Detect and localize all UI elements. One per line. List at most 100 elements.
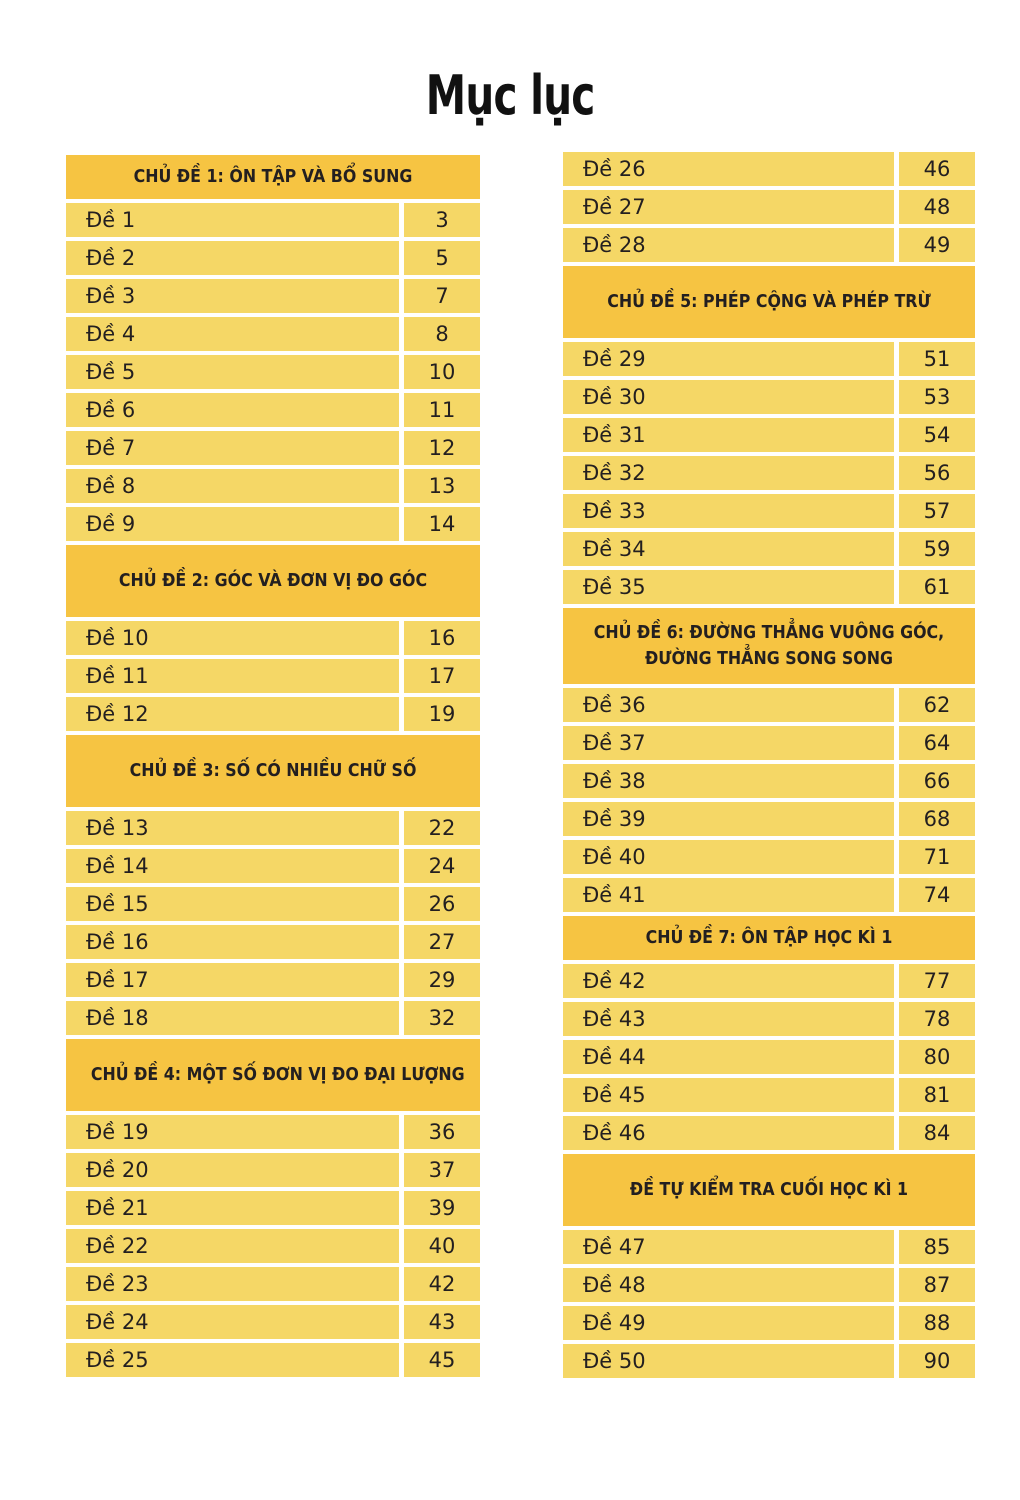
toc-entry-label: Đề 3 [66,279,399,313]
toc-entry-page: 88 [899,1306,975,1340]
toc-entry-label: Đề 14 [66,849,399,883]
toc-entry-label: Đề 34 [563,532,894,566]
toc-entry-page: 12 [404,431,480,465]
toc-row: Đề 22 40 [66,1229,480,1263]
toc-row: Đề 46 84 [563,1116,975,1150]
toc-entry-label: Đề 23 [66,1267,399,1301]
toc-entry-label: Đề 43 [563,1002,894,1036]
toc-entry-label: Đề 35 [563,570,894,604]
toc-entry-page: 64 [899,726,975,760]
toc-column-left: CHỦ ĐỀ 1: ÔN TẬP VÀ BỔ SUNG Đề 1 3 Đề 2 5 Đề … [66,155,480,1377]
toc-entry-page: 13 [404,469,480,503]
toc-row: Đề 36 62 [563,688,975,722]
toc-row: Đề 41 74 [563,878,975,912]
toc-row: Đề 35 61 [563,570,975,604]
toc-row: Đề 32 56 [563,456,975,490]
toc-entry-label: Đề 20 [66,1153,399,1187]
toc-row: Đề 19 36 [66,1115,480,1149]
toc-entry-label: Đề 19 [66,1115,399,1149]
toc-entry-label: Đề 16 [66,925,399,959]
section-header-line: CHỦ ĐỀ 2: GÓC VÀ ĐƠN VỊ ĐO GÓC [118,569,428,591]
toc-entry-label: Đề 18 [66,1001,399,1035]
toc-entry-label: Đề 17 [66,963,399,997]
toc-entry-page: 8 [404,317,480,351]
toc-entry-page: 78 [899,1002,975,1036]
toc-entry-label: Đề 2 [66,241,399,275]
toc-entry-label: Đề 26 [563,152,894,186]
toc-entry-label: Đề 7 [66,431,399,465]
toc-entry-page: 46 [899,152,975,186]
toc-entry-label: Đề 11 [66,659,399,693]
section-header: CHỦ ĐỀ 7: ÔN TẬP HỌC KÌ 1 [563,916,975,960]
toc-entry-page: 81 [899,1078,975,1112]
toc-row: Đề 20 37 [66,1153,480,1187]
toc-entry-page: 17 [404,659,480,693]
toc-row: Đề 47 85 [563,1230,975,1264]
toc-entry-label: Đề 47 [563,1230,894,1264]
section-header: ĐỀ TỰ KIỂM TRA CUỐI HỌC KÌ 1 [563,1154,975,1226]
toc-row: Đề 40 71 [563,840,975,874]
toc-row: Đề 9 14 [66,507,480,541]
section-header-line: CHỦ ĐỀ 5: PHÉP CỘNG VÀ PHÉP TRỪ [607,290,931,312]
section-header-line: CHỦ ĐỀ 3: SỐ CÓ NHIỀU CHỮ SỐ [129,759,417,781]
toc-row: Đề 39 68 [563,802,975,836]
toc-entry-label: Đề 27 [563,190,894,224]
toc-entry-label: Đề 44 [563,1040,894,1074]
toc-entry-page: 68 [899,802,975,836]
toc-entry-page: 22 [404,811,480,845]
toc-row: Đề 42 77 [563,964,975,998]
toc-entry-page: 51 [899,342,975,376]
toc-row: Đề 16 27 [66,925,480,959]
toc-row: Đề 37 64 [563,726,975,760]
toc-entry-page: 57 [899,494,975,528]
toc-row: Đề 18 32 [66,1001,480,1035]
toc-entry-label: Đề 4 [66,317,399,351]
toc-row: Đề 44 80 [563,1040,975,1074]
toc-row: Đề 26 46 [563,152,975,186]
toc-entry-page: 84 [899,1116,975,1150]
toc-entry-label: Đề 1 [66,203,399,237]
toc-entry-page: 16 [404,621,480,655]
toc-entry-page: 3 [404,203,480,237]
toc-entry-label: Đề 38 [563,764,894,798]
toc-entry-page: 5 [404,241,480,275]
toc-entry-page: 11 [404,393,480,427]
toc-row: Đề 24 43 [66,1305,480,1339]
toc-row: Đề 12 19 [66,697,480,731]
toc-entry-page: 54 [899,418,975,452]
toc-row: Đề 33 57 [563,494,975,528]
toc-entry-page: 66 [899,764,975,798]
toc-entry-page: 59 [899,532,975,566]
toc-entry-label: Đề 30 [563,380,894,414]
toc-entry-label: Đề 29 [563,342,894,376]
toc-entry-page: 49 [899,228,975,262]
toc-row: Đề 49 88 [563,1306,975,1340]
toc-entry-page: 77 [899,964,975,998]
section-header: CHỦ ĐỀ 5: PHÉP CỘNG VÀ PHÉP TRỪ [563,266,975,338]
toc-row: Đề 31 54 [563,418,975,452]
toc-entry-page: 74 [899,878,975,912]
section-header-line: CHỦ ĐỀ 6: ĐƯỜNG THẲNG VUÔNG GÓC, [593,621,945,643]
toc-entry-page: 61 [899,570,975,604]
toc-row: Đề 6 11 [66,393,480,427]
toc-entry-label: Đề 13 [66,811,399,845]
toc-row: Đề 27 48 [563,190,975,224]
toc-entry-page: 7 [404,279,480,313]
toc-row: Đề 38 66 [563,764,975,798]
toc-row: Đề 29 51 [563,342,975,376]
section-header: CHỦ ĐỀ 2: GÓC VÀ ĐƠN VỊ ĐO GÓC [66,545,480,617]
toc-row: Đề 11 17 [66,659,480,693]
toc-row: Đề 5 10 [66,355,480,389]
toc-entry-label: Đề 32 [563,456,894,490]
toc-entry-page: 14 [404,507,480,541]
toc-entry-label: Đề 40 [563,840,894,874]
toc-entry-label: Đề 31 [563,418,894,452]
toc-entry-label: Đề 10 [66,621,399,655]
toc-entry-page: 24 [404,849,480,883]
page-title: Mục lục [0,65,1020,128]
